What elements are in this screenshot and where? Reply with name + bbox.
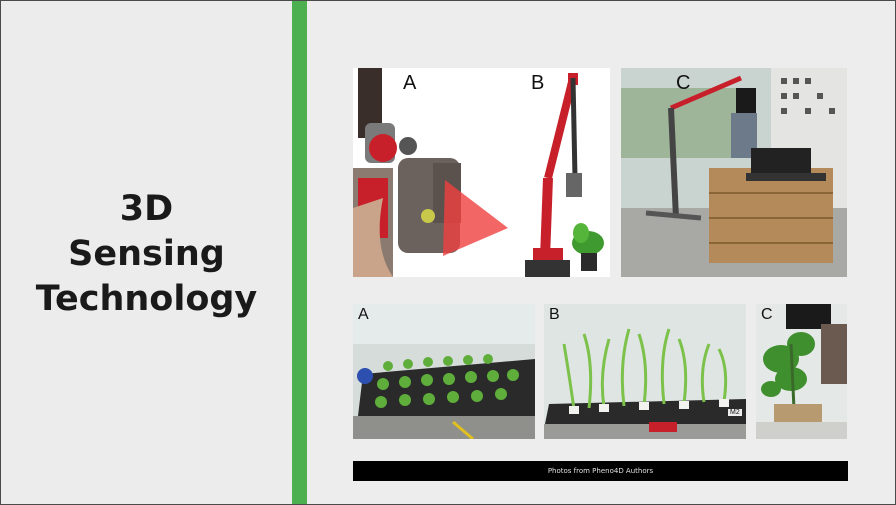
photo-label-top-a: A [403,72,417,94]
photo-label-bottom-a: A [358,306,369,323]
seedlings-tray-a-illustration [353,304,535,439]
photo-label-bottom-c: C [761,306,773,323]
slide-title: 3D Sensing Technology [1,187,292,322]
photo-scanner-arm: A B [353,68,610,277]
photo-label-bottom-b: B [549,306,560,323]
photo-seedlings-tray-a: A [353,304,535,439]
maize-plants-b-illustration [544,304,746,439]
title-line-3: Technology [35,279,258,319]
photo-label-top-b: B [531,72,545,94]
title-line-1: 3D [119,189,174,229]
accent-bar [292,1,307,504]
scanner-arm-illustration [353,68,604,277]
photo-label-top-c: C [676,72,691,94]
photo-greenhouse-scan: C [621,68,847,277]
greenhouse-scan-illustration [621,68,847,277]
photo-tomato-plant-c: C [756,304,847,439]
tomato-plant-c-illustration [756,304,847,439]
title-panel: 3D Sensing Technology [1,1,292,504]
title-line-2: Sensing [68,234,225,274]
photo-tag-m2: M2 [728,409,742,416]
photo-caption: Photos from Pheno4D Authors [353,461,848,481]
photo-maize-plants-b: B M2 [544,304,746,439]
